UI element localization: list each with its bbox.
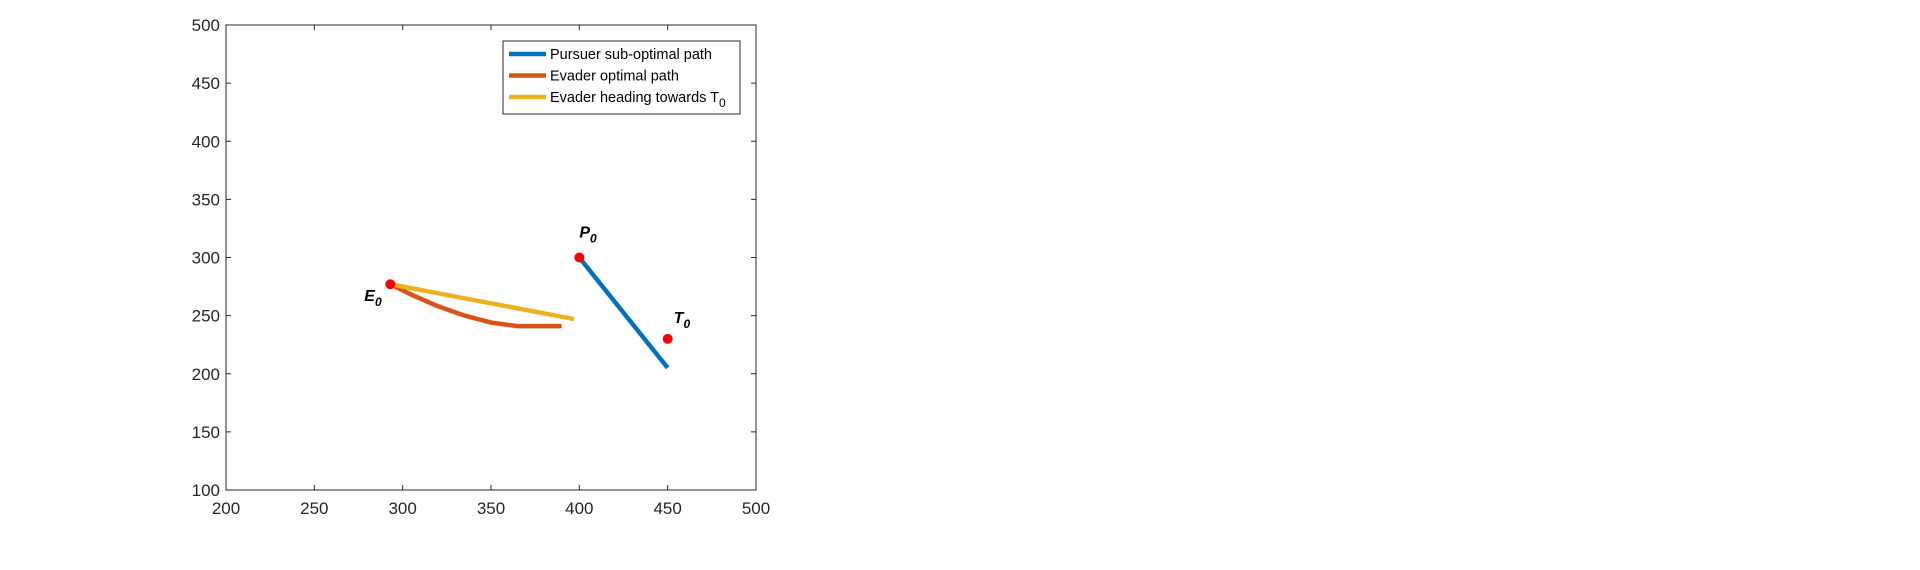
y-tick-label: 400: [192, 132, 220, 151]
legend-entry-2: Evader optimal path: [550, 69, 679, 85]
marker-label-e: E0: [364, 288, 382, 309]
marker-point-t: [662, 333, 673, 344]
series-layer: [389, 256, 670, 370]
series-line-3: [389, 281, 575, 322]
y-tick-label: 200: [192, 365, 220, 384]
x-tick-label: 300: [388, 499, 416, 518]
marker-point-e: [385, 279, 396, 290]
axes-layer: 200 250 300 350 400 450 500 100 150 200 250 300 350 4…: [192, 16, 771, 518]
x-tick-label: 450: [653, 499, 681, 518]
x-tick-label: 400: [565, 499, 593, 518]
legend-entry-1: Pursuer sub-optimal path: [550, 47, 712, 63]
series-line-2: [389, 282, 562, 329]
y-tick-label: 450: [192, 74, 220, 93]
legend: Pursuer sub-optimal path Evader optimal p…: [502, 40, 741, 115]
series-line-1: [577, 256, 670, 370]
x-tick-label: 250: [300, 499, 328, 518]
y-tick-label: 150: [192, 423, 220, 442]
x-tick-label: 200: [212, 499, 240, 518]
x-tick-label: 350: [477, 499, 505, 518]
y-tick-label: 350: [192, 190, 220, 209]
marker-label-p: P0: [579, 225, 597, 246]
x-tick-label: 500: [742, 499, 770, 518]
y-tick-label: 250: [192, 307, 220, 326]
y-tick-label: 300: [192, 249, 220, 268]
marker-label-t: T0: [674, 310, 691, 331]
marker-point-p: [574, 252, 585, 263]
legend-entry-3: Evader heading towards T0: [550, 90, 726, 110]
y-tick-label: 100: [192, 481, 220, 500]
marker-layer: E0 P0 T0: [364, 225, 690, 344]
y-tick-label: 500: [192, 16, 220, 35]
